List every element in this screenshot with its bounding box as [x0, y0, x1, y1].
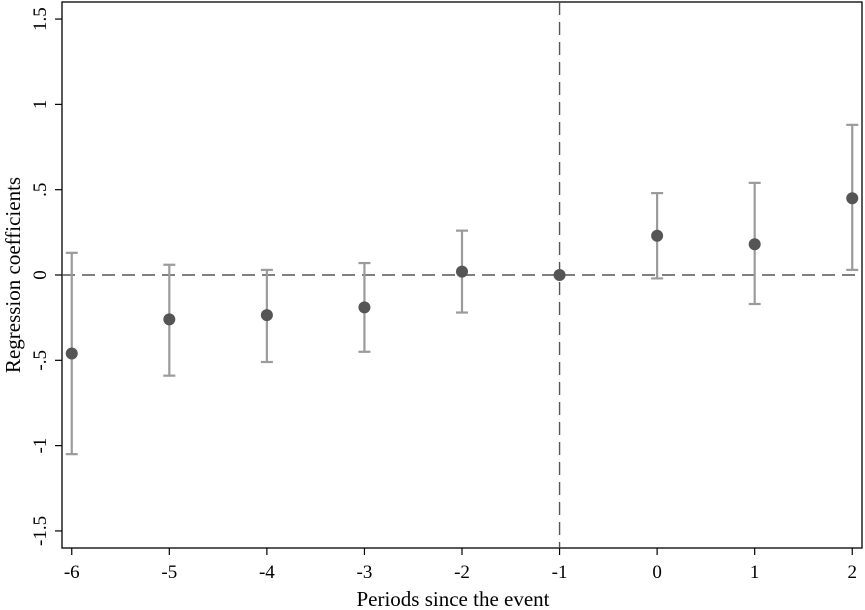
coefficient-point — [163, 313, 176, 326]
coefficient-point — [748, 238, 761, 251]
x-tick-label: 2 — [847, 562, 857, 583]
x-tick-label: -6 — [64, 562, 80, 583]
x-tick-label: 1 — [750, 562, 760, 583]
x-tick-label: -3 — [357, 562, 373, 583]
y-tick-label: 0 — [30, 270, 51, 280]
coefficient-point — [846, 192, 859, 205]
y-tick-label: -1.5 — [30, 516, 51, 546]
x-tick-label: -2 — [454, 562, 470, 583]
coefficient-point — [65, 347, 78, 360]
coefficient-point — [553, 269, 566, 281]
x-tick-label: 0 — [652, 562, 662, 583]
coefficient-point — [358, 301, 371, 314]
coefficient-point — [260, 309, 273, 322]
y-tick-label: 1.5 — [30, 7, 51, 31]
y-tick-label: .5 — [30, 183, 51, 197]
plot-area: -1.5 -1 -.5 0 .5 1 1.5 -6 -5 -4 -3 -2 -1 0 1 2 — [30, 1, 863, 583]
y-axis-title: Regression coefficients — [1, 177, 25, 373]
y-tick-label: -1 — [30, 438, 51, 454]
x-tick-label: -5 — [161, 562, 177, 583]
coefficient-point — [651, 229, 664, 242]
x-tick-label: -1 — [552, 562, 568, 583]
coefficient-point — [456, 265, 468, 278]
x-tick-label: -4 — [259, 562, 275, 583]
y-tick-label: 1 — [30, 100, 51, 110]
x-axis-title: Periods since the event — [356, 587, 549, 610]
y-tick-label: -.5 — [30, 350, 51, 371]
